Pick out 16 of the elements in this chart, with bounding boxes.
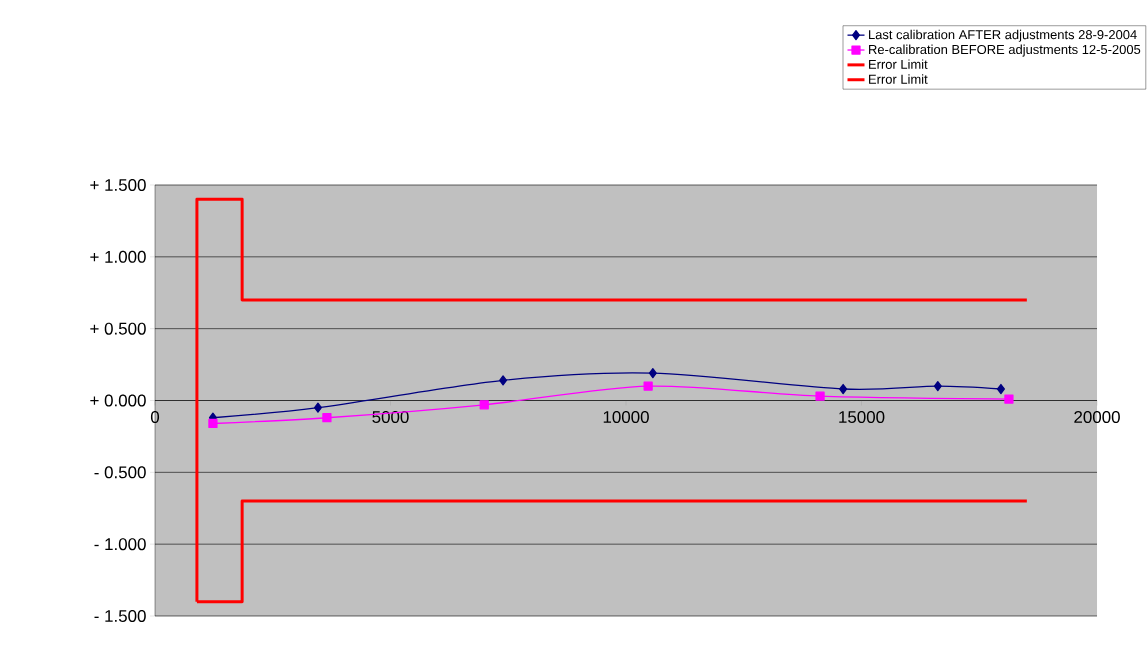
x-tick-label: 15000	[839, 411, 885, 424]
legend-label: Error Limit	[869, 74, 928, 84]
legend-label: Last calibration AFTER adjustments 28-9-2004	[869, 29, 1137, 42]
x-tick-label: 5000	[372, 411, 409, 424]
x-tick-label: 10000	[603, 411, 649, 424]
y-tick-label: - 1.000	[94, 538, 146, 551]
y-tick-label: - 1.500	[94, 610, 146, 622]
y-tick-label: + 1.000	[90, 250, 146, 263]
y-tick-label: + 1.500	[90, 179, 146, 191]
x-tick-label: 20000	[1074, 411, 1120, 424]
y-tick-label: + 0.500	[90, 322, 146, 335]
y-tick-label: + 0.000	[90, 394, 146, 407]
x-tick-label: 0	[150, 411, 160, 424]
legend-label: Re-calibration BEFORE adjustments 12-5-2005	[869, 44, 1141, 57]
legend-label: Error Limit	[869, 59, 928, 69]
y-tick-label: - 0.500	[94, 466, 146, 479]
